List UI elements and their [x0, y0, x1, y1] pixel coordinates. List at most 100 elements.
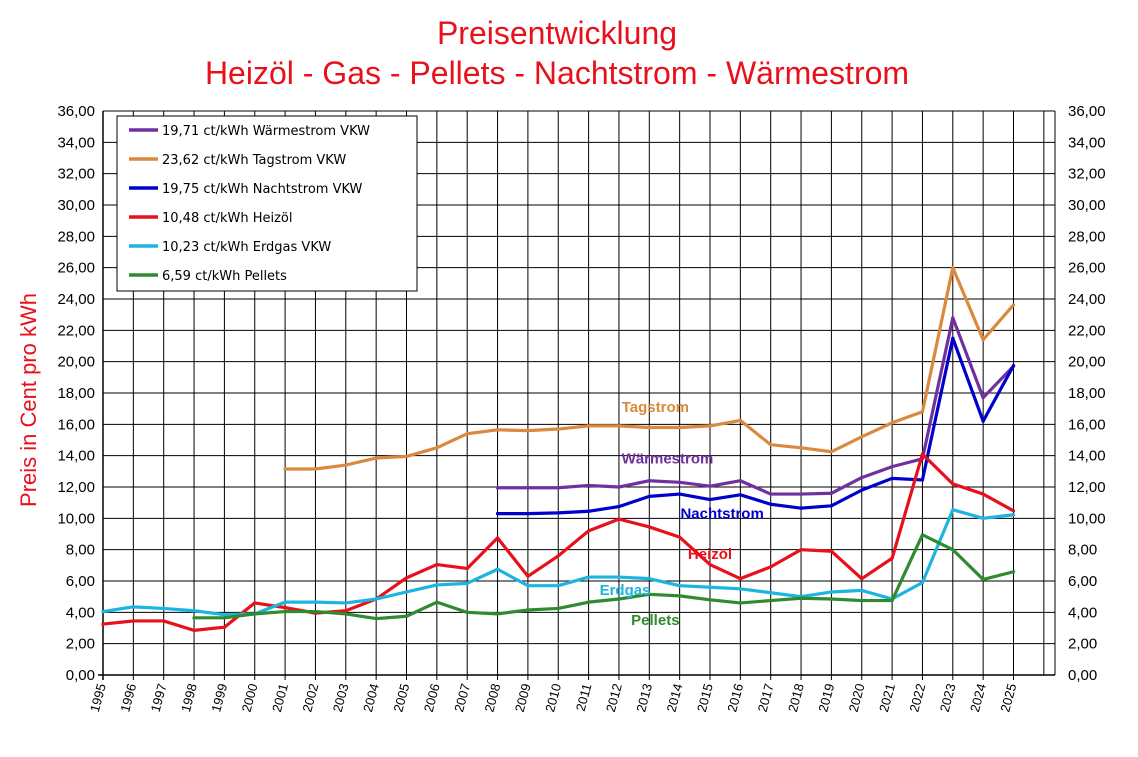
x-tick-label: 2005	[390, 682, 412, 714]
y-tick-label-left: 4,00	[66, 604, 95, 621]
data-point	[526, 574, 530, 578]
series-group	[495, 336, 1016, 516]
x-tick-label: 2000	[239, 682, 261, 714]
x-tick-label: 2019	[815, 682, 837, 714]
data-point	[587, 483, 591, 488]
data-point	[374, 597, 378, 601]
y-tick-label-right: 36,00	[1068, 103, 1106, 120]
data-point	[131, 619, 135, 623]
y-axis-right-ticks: 0,00 2,00 4,00 6,00 8,00 10,00 12,00 14,00 16,00…	[1068, 103, 1106, 684]
data-point	[435, 600, 439, 604]
y-tick-label-left: 20,00	[57, 354, 95, 371]
data-point	[617, 517, 621, 521]
data-point	[738, 577, 742, 581]
x-tick-label: 2012	[603, 682, 625, 714]
y-tick-label-right: 16,00	[1068, 416, 1106, 433]
y-tick-label-left: 12,00	[57, 479, 95, 496]
data-point	[829, 450, 834, 454]
data-point	[890, 476, 894, 480]
data-point	[951, 482, 955, 486]
data-point	[920, 533, 925, 537]
data-point	[647, 525, 651, 529]
series-line	[192, 533, 1016, 621]
y-tick-label-right: 6,00	[1068, 573, 1097, 590]
data-point	[617, 485, 621, 489]
data-point	[829, 549, 834, 553]
y-tick-label-right: 12,00	[1068, 479, 1106, 496]
series-annotation: Heizöl	[688, 546, 732, 563]
data-point	[829, 504, 834, 508]
data-point	[951, 508, 955, 512]
series-group	[283, 266, 1016, 471]
data-point	[435, 562, 439, 567]
data-point	[920, 452, 925, 456]
data-point	[708, 562, 712, 567]
data-point	[951, 336, 955, 340]
data-point	[374, 617, 378, 621]
legend-entry: 6,59 ct/kWh Pellets	[162, 269, 287, 284]
y-tick-label-left: 6,00	[66, 573, 95, 590]
y-tick-label-right: 18,00	[1068, 385, 1106, 402]
data-point	[890, 465, 894, 469]
data-point	[222, 613, 226, 617]
legend-entry: 19,71 ct/kWh Wärmestrom VKW	[162, 124, 370, 139]
x-tick-label: 2009	[512, 682, 534, 714]
data-point	[587, 424, 591, 428]
data-point	[222, 616, 226, 620]
x-tick-label: 2022	[906, 682, 928, 714]
data-point	[526, 584, 530, 588]
data-point	[253, 612, 257, 616]
y-tick-label-right: 34,00	[1068, 134, 1106, 151]
data-point	[526, 512, 530, 516]
data-point	[253, 601, 257, 605]
legend-box	[116, 115, 418, 292]
x-tick-label: 2020	[846, 682, 868, 714]
y-tick-label-left: 34,00	[57, 134, 95, 151]
data-point	[1011, 303, 1016, 307]
x-tick-label: 1997	[148, 682, 170, 714]
data-point	[344, 612, 348, 616]
data-point	[101, 622, 105, 626]
data-point	[313, 600, 318, 604]
y-tick-label-right: 20,00	[1068, 354, 1106, 371]
data-point	[495, 536, 500, 540]
y-tick-label-left: 28,00	[57, 228, 95, 245]
y-tick-label-left: 14,00	[57, 448, 95, 465]
data-point	[981, 516, 985, 520]
chart-title: Preisentwicklung	[437, 15, 677, 51]
x-axis-ticks: 1995 1996 1997 1998 1999 2000 2001 2002 2003 2004…	[87, 675, 1019, 714]
y-tick-label-right: 26,00	[1068, 260, 1106, 277]
series-line	[495, 336, 1016, 516]
x-tick-label: 2011	[573, 682, 595, 713]
data-point	[162, 619, 166, 623]
y-tick-label-right: 24,00	[1068, 291, 1106, 308]
data-point	[769, 598, 773, 603]
data-point	[587, 600, 591, 604]
y-tick-label-right: 10,00	[1068, 510, 1106, 527]
y-tick-label-right: 32,00	[1068, 166, 1106, 183]
data-point	[465, 610, 469, 614]
x-tick-label: 2016	[724, 682, 746, 714]
y-tick-label-right: 30,00	[1068, 197, 1106, 214]
data-point	[860, 577, 864, 581]
data-point	[708, 424, 712, 428]
data-point	[283, 600, 287, 604]
data-point	[951, 548, 955, 552]
series-annotations: Tagstrom Wärmestrom Nachtstrom Heizöl Erdgas…	[600, 399, 764, 629]
data-point	[890, 598, 894, 603]
series-annotation: Pellets	[631, 612, 679, 629]
data-point	[435, 583, 439, 587]
data-point	[860, 488, 864, 492]
series-line	[495, 316, 1016, 496]
data-point	[920, 410, 925, 414]
data-point	[131, 605, 135, 609]
series-annotation: Nachtstrom	[680, 505, 763, 522]
data-point	[374, 456, 378, 460]
x-tick-label: 1998	[178, 682, 200, 714]
data-point	[647, 479, 651, 483]
data-point	[495, 486, 500, 490]
x-tick-label: 2025	[997, 682, 1019, 714]
data-point	[526, 608, 530, 612]
data-point	[313, 609, 318, 614]
data-point	[981, 492, 985, 496]
